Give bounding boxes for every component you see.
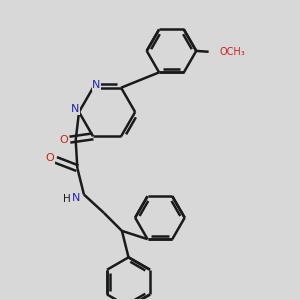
Text: N: N xyxy=(71,104,79,114)
Text: O: O xyxy=(60,135,68,145)
Text: OCH₃: OCH₃ xyxy=(219,47,245,57)
Text: N: N xyxy=(92,80,100,90)
Text: O: O xyxy=(46,153,54,163)
Text: H: H xyxy=(63,194,71,203)
Text: N: N xyxy=(71,193,80,203)
